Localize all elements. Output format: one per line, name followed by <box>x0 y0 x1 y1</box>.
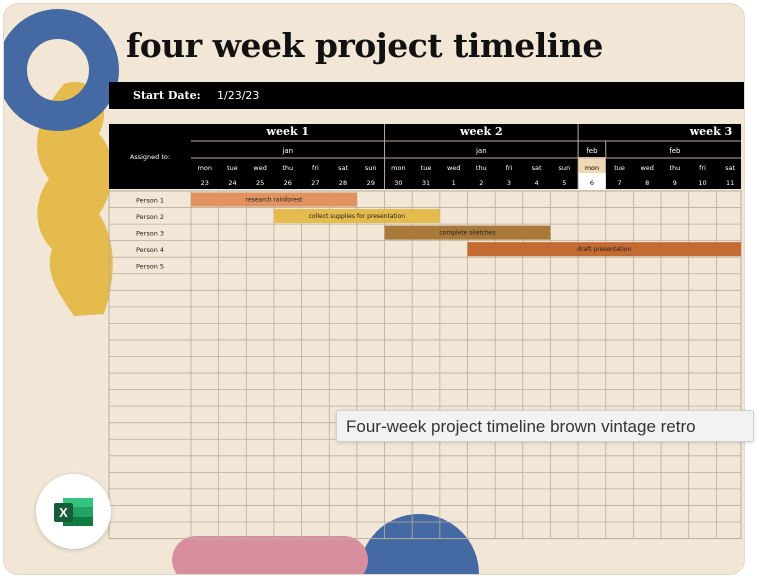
day-of-week-label: fri <box>312 164 319 172</box>
blue-ring-shape <box>4 9 119 131</box>
date-label: 7 <box>618 179 622 187</box>
date-label: 5 <box>562 179 566 187</box>
day-of-week-label: mon <box>198 164 212 172</box>
date-label: 10 <box>698 179 706 187</box>
day-of-week-label: sat <box>338 164 348 172</box>
date-label: 25 <box>256 179 264 187</box>
day-of-week-label: sun <box>558 164 570 172</box>
date-label: 28 <box>339 179 347 187</box>
day-of-week-label: fri <box>506 164 513 172</box>
task-bar[interactable] <box>384 225 551 240</box>
date-label: 6 <box>590 179 594 187</box>
date-label: 4 <box>535 179 539 187</box>
date-label: 11 <box>726 179 734 187</box>
day-of-week-label: sun <box>365 164 377 172</box>
day-of-week-label: thu <box>282 164 293 172</box>
yellow-blob-shape <box>37 82 113 316</box>
date-label: 1 <box>452 179 456 187</box>
page-title: four week project timeline <box>126 26 603 65</box>
start-date-bar: Start Date: 1/23/23 <box>109 82 744 109</box>
day-of-week-label: wed <box>640 164 653 172</box>
month-label: feb <box>586 147 598 155</box>
today-date-cell <box>578 173 606 190</box>
person-label: Person 5 <box>136 263 164 271</box>
excel-button[interactable]: X <box>36 474 111 549</box>
month-label: feb <box>669 147 681 155</box>
task-bar[interactable] <box>467 242 742 257</box>
date-label: 29 <box>367 179 375 187</box>
week-label: week 3 <box>689 125 733 138</box>
person-label: Person 1 <box>136 197 164 205</box>
day-of-week-label: wed <box>447 164 460 172</box>
day-of-week-label: wed <box>253 164 266 172</box>
date-label: 30 <box>394 179 402 187</box>
day-of-week-label: tue <box>421 164 432 172</box>
week-label: week 2 <box>459 125 503 138</box>
day-of-week-label: sat <box>532 164 542 172</box>
day-of-week-label: tue <box>227 164 238 172</box>
month-label: jan <box>281 147 293 155</box>
start-date-label: Start Date: <box>133 89 201 102</box>
svg-text:X: X <box>59 505 68 520</box>
day-of-week-label: thu <box>476 164 487 172</box>
date-label: 2 <box>479 179 483 187</box>
person-label: Person 3 <box>136 230 164 238</box>
blue-half-circle-shape <box>359 514 479 574</box>
person-label: Person 4 <box>136 246 164 254</box>
day-of-week-label: thu <box>669 164 680 172</box>
date-label: 27 <box>311 179 319 187</box>
pink-pill-shape <box>172 536 368 574</box>
tooltip: Four-week project timeline brown vintage… <box>336 410 754 442</box>
timeline-header <box>109 124 741 189</box>
day-of-week-label: sat <box>725 164 735 172</box>
task-bar[interactable] <box>273 209 440 224</box>
person-label: Person 2 <box>136 213 164 221</box>
month-label: jan <box>475 147 487 155</box>
task-label: research rainforest <box>246 197 303 204</box>
task-bar[interactable] <box>191 192 357 207</box>
excel-icon: X <box>54 498 93 526</box>
day-of-week-label: mon <box>585 164 599 172</box>
start-date-value[interactable]: 1/23/23 <box>217 89 260 102</box>
template-card[interactable]: four week project timeline Start Date: 1… <box>4 4 744 574</box>
date-label: 24 <box>228 179 236 187</box>
day-of-week-label: fri <box>699 164 706 172</box>
task-label: collect supplies for presentation <box>309 213 405 220</box>
grid-border <box>108 190 742 540</box>
decorative-shapes <box>4 9 479 574</box>
date-label: 9 <box>673 179 677 187</box>
task-label: complete sketches <box>439 230 495 237</box>
task-label: draft presentation <box>577 246 631 253</box>
day-of-week-label: mon <box>391 164 405 172</box>
date-label: 3 <box>507 179 511 187</box>
week-label: week 1 <box>265 125 309 138</box>
assigned-to-header: Assigned to: <box>130 153 170 161</box>
date-label: 31 <box>422 179 430 187</box>
date-label: 23 <box>201 179 209 187</box>
day-of-week-label: tue <box>614 164 625 172</box>
date-label: 26 <box>284 179 292 187</box>
date-label: 8 <box>645 179 649 187</box>
